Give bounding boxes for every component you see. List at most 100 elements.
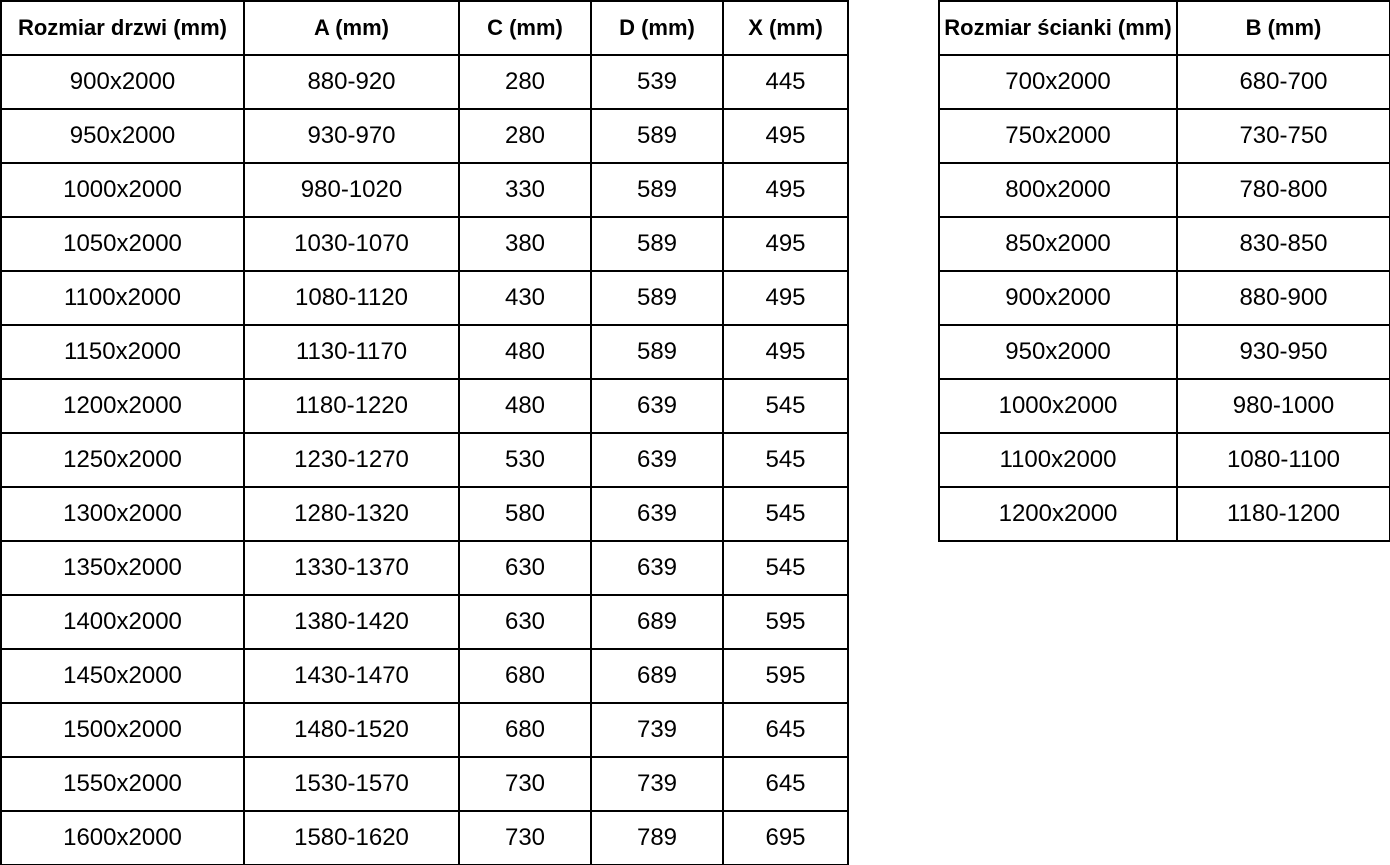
table-cell: 495 [722, 324, 849, 380]
table-row: 1450x2000 1430-1470 680 689 595 [0, 648, 849, 704]
table-cell: 980-1020 [243, 162, 460, 218]
table-cell: 380 [458, 216, 592, 272]
table-cell: 950x2000 [938, 324, 1178, 380]
table-cell: 689 [590, 594, 724, 650]
table-cell: 930-970 [243, 108, 460, 164]
column-header: C (mm) [458, 0, 592, 56]
wall-panel-dimensions-table: Rozmiar ścianki (mm) B (mm) 700x2000 680-70… [938, 0, 1390, 542]
table-cell: 545 [722, 540, 849, 596]
table-cell: 1250x2000 [0, 432, 245, 488]
table-cell: 1130-1170 [243, 324, 460, 380]
table-cell: 680 [458, 702, 592, 758]
table-cell: 589 [590, 216, 724, 272]
table-cell: 589 [590, 162, 724, 218]
table-cell: 950x2000 [0, 108, 245, 164]
table-cell: 739 [590, 702, 724, 758]
table-row: 1000x2000 980-1020 330 589 495 [0, 162, 849, 218]
table-cell: 780-800 [1176, 162, 1390, 218]
table-cell: 700x2000 [938, 54, 1178, 110]
table-cell: 730-750 [1176, 108, 1390, 164]
table-row: 750x2000 730-750 [938, 108, 1390, 164]
table-cell: 880-900 [1176, 270, 1390, 326]
table-row: 1200x2000 1180-1200 [938, 486, 1390, 542]
table-cell: 789 [590, 810, 724, 865]
table-row: 850x2000 830-850 [938, 216, 1390, 272]
table-row: 1500x2000 1480-1520 680 739 645 [0, 702, 849, 758]
table-cell: 739 [590, 756, 724, 812]
table-cell: 1530-1570 [243, 756, 460, 812]
column-header: A (mm) [243, 0, 460, 56]
table-cell: 545 [722, 486, 849, 542]
table-cell: 445 [722, 54, 849, 110]
table-row: 950x2000 930-950 [938, 324, 1390, 380]
column-header: D (mm) [590, 0, 724, 56]
table-cell: 480 [458, 378, 592, 434]
table-cell: 580 [458, 486, 592, 542]
table-cell: 639 [590, 432, 724, 488]
table-cell: 589 [590, 324, 724, 380]
table-cell: 680-700 [1176, 54, 1390, 110]
table-cell: 280 [458, 108, 592, 164]
table-cell: 1550x2000 [0, 756, 245, 812]
table-cell: 750x2000 [938, 108, 1178, 164]
table-cell: 1200x2000 [0, 378, 245, 434]
table-row: 1400x2000 1380-1420 630 689 595 [0, 594, 849, 650]
table-cell: 730 [458, 756, 592, 812]
table-cell: 1580-1620 [243, 810, 460, 865]
table-row: 1000x2000 980-1000 [938, 378, 1390, 434]
table-row: 700x2000 680-700 [938, 54, 1390, 110]
table-cell: 850x2000 [938, 216, 1178, 272]
table-cell: 1600x2000 [0, 810, 245, 865]
table-cell: 1050x2000 [0, 216, 245, 272]
table-cell: 645 [722, 702, 849, 758]
table-cell: 589 [590, 108, 724, 164]
table-row: 950x2000 930-970 280 589 495 [0, 108, 849, 164]
table-row: 900x2000 880-900 [938, 270, 1390, 326]
table-cell: 1330-1370 [243, 540, 460, 596]
table-cell: 645 [722, 756, 849, 812]
table-row: 1300x2000 1280-1320 580 639 545 [0, 486, 849, 542]
table-cell: 1480-1520 [243, 702, 460, 758]
table-cell: 689 [590, 648, 724, 704]
table-cell: 1180-1220 [243, 378, 460, 434]
table-cell: 830-850 [1176, 216, 1390, 272]
table-cell: 1080-1120 [243, 270, 460, 326]
table-cell: 480 [458, 324, 592, 380]
table-row: 1200x2000 1180-1220 480 639 545 [0, 378, 849, 434]
table-cell: 900x2000 [0, 54, 245, 110]
table-cell: 800x2000 [938, 162, 1178, 218]
table-cell: 900x2000 [938, 270, 1178, 326]
table-cell: 730 [458, 810, 592, 865]
column-header: B (mm) [1176, 0, 1390, 56]
table-cell: 539 [590, 54, 724, 110]
table-cell: 630 [458, 540, 592, 596]
table-cell: 545 [722, 432, 849, 488]
table-cell: 1100x2000 [938, 432, 1178, 488]
table-cell: 280 [458, 54, 592, 110]
table-cell: 1300x2000 [0, 486, 245, 542]
table-row: 1600x2000 1580-1620 730 789 695 [0, 810, 849, 865]
table-cell: 589 [590, 270, 724, 326]
table-row: 800x2000 780-800 [938, 162, 1390, 218]
table-cell: 1350x2000 [0, 540, 245, 596]
table-cell: 1000x2000 [0, 162, 245, 218]
table-cell: 930-950 [1176, 324, 1390, 380]
table-row: 1550x2000 1530-1570 730 739 645 [0, 756, 849, 812]
table-cell: 639 [590, 540, 724, 596]
table-cell: 695 [722, 810, 849, 865]
table-cell: 1450x2000 [0, 648, 245, 704]
table-cell: 495 [722, 270, 849, 326]
table-cell: 980-1000 [1176, 378, 1390, 434]
column-header: Rozmiar drzwi (mm) [0, 0, 245, 56]
table-row: 1350x2000 1330-1370 630 639 545 [0, 540, 849, 596]
table-cell: 630 [458, 594, 592, 650]
table-cell: 1380-1420 [243, 594, 460, 650]
table-cell: 1150x2000 [0, 324, 245, 380]
table-cell: 1400x2000 [0, 594, 245, 650]
column-header: Rozmiar ścianki (mm) [938, 0, 1178, 56]
table-row: 1100x2000 1080-1100 [938, 432, 1390, 488]
table-row: 1050x2000 1030-1070 380 589 495 [0, 216, 849, 272]
table-cell: 330 [458, 162, 592, 218]
table-cell: 545 [722, 378, 849, 434]
